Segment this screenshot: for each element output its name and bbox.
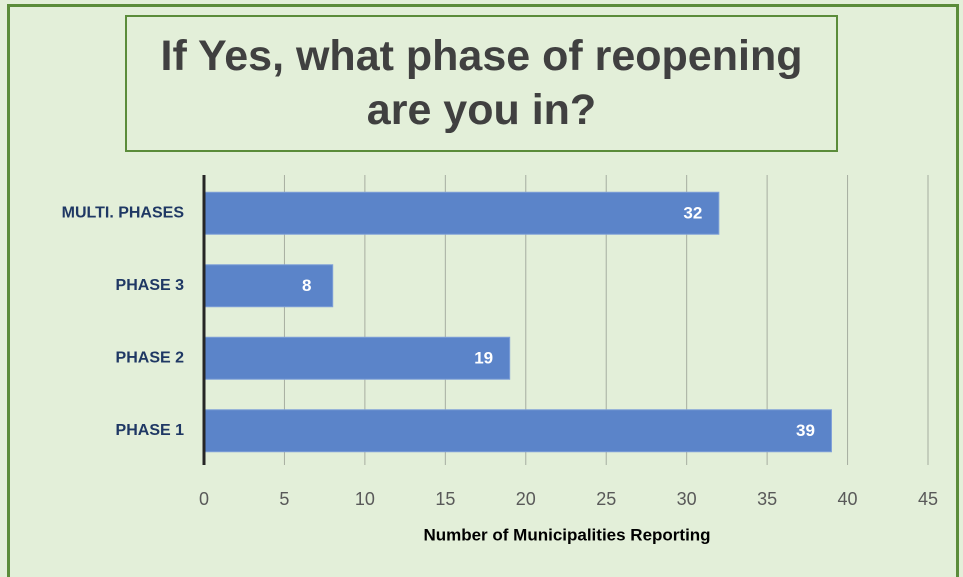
x-tick-label: 5 [279,489,289,509]
data-label: 8 [302,276,311,295]
x-axis-label: Number of Municipalities Reporting [423,525,710,544]
y-tick-label: PHASE 2 [116,349,185,366]
bar [203,191,720,235]
x-tick-label: 45 [918,489,938,509]
bar [203,336,511,380]
data-label: 39 [796,421,815,440]
y-tick-label: MULTI. PHASES [62,204,185,221]
frame [7,4,959,577]
bar [203,409,832,453]
x-tick-label: 35 [757,489,777,509]
x-tick-label: 40 [838,489,858,509]
x-tick-label: 0 [199,489,209,509]
bar [203,264,334,308]
x-tick-label: 10 [355,489,375,509]
x-tick-label: 15 [435,489,455,509]
y-tick-label: PHASE 3 [116,277,185,294]
chart-title: If Yes, what phase of reopening are you … [125,15,838,152]
data-label: 32 [683,204,702,223]
x-tick-label: 20 [516,489,536,509]
x-tick-label: 30 [677,489,697,509]
x-tick-label: 25 [596,489,616,509]
y-tick-label: PHASE 1 [116,422,185,439]
data-label: 19 [474,349,493,368]
